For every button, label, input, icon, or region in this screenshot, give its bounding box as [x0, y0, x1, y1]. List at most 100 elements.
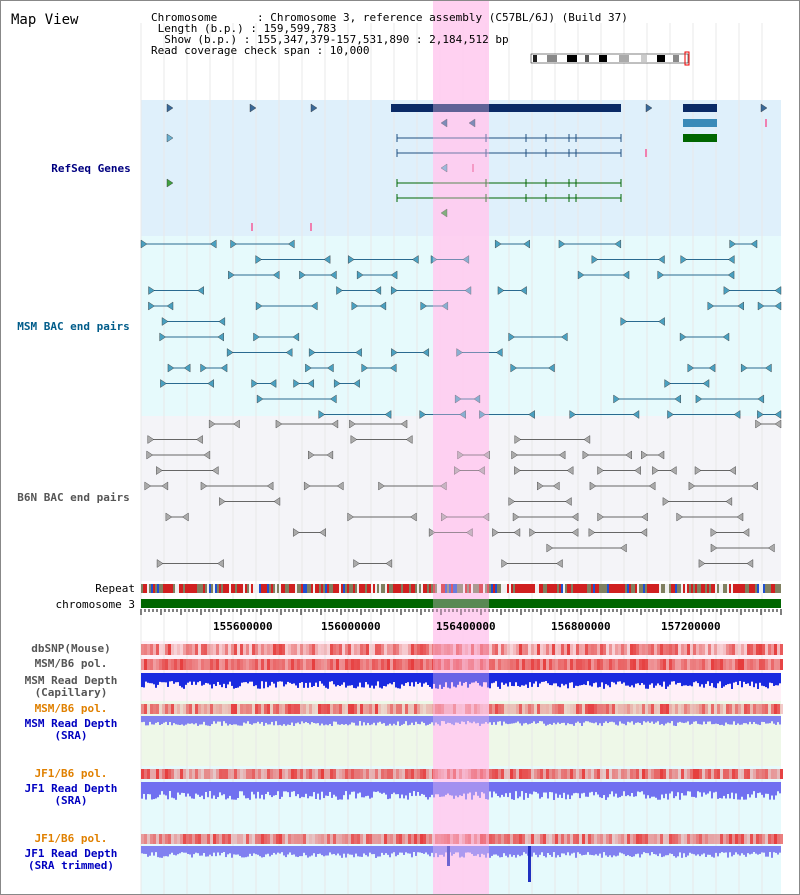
repeat-bar [215, 584, 217, 593]
heat-cell [285, 659, 288, 670]
depth-bar [303, 846, 305, 853]
heat-cell [594, 704, 597, 714]
repeat-bar [151, 584, 153, 593]
depth-bar [389, 846, 391, 858]
heat-cell [144, 704, 147, 714]
depth-bar [419, 673, 421, 683]
depth-bar [663, 782, 665, 799]
depth-bar [165, 716, 167, 722]
depth-bar [233, 782, 235, 800]
depth-bar [339, 846, 341, 856]
heat-cell [588, 644, 591, 655]
heat-cell [198, 834, 201, 844]
heat-cell [306, 769, 309, 779]
depth-bar [209, 846, 211, 855]
heat-cell [750, 769, 753, 779]
depth-bar [351, 782, 353, 792]
heat-cell [477, 659, 480, 670]
depth-bar [571, 673, 573, 683]
depth-bar [683, 782, 685, 796]
heat-cell [393, 659, 396, 670]
heat-cell [354, 644, 357, 655]
heat-cell [414, 834, 417, 844]
depth-bar [251, 782, 253, 792]
heat-cell [435, 644, 438, 655]
heat-cell [561, 769, 564, 779]
heat-cell [213, 769, 216, 779]
depth-bar [311, 673, 313, 688]
repeat-bar [675, 584, 677, 593]
vtrack-label-msm-depth-sra-sub: (SRA) [54, 729, 88, 742]
depth-bar [269, 782, 271, 796]
depth-bar [393, 782, 395, 793]
heat-cell [264, 769, 267, 779]
heat-cell [273, 769, 276, 779]
heat-cell [333, 659, 336, 670]
depth-bar [729, 782, 731, 799]
depth-bar [653, 782, 655, 797]
depth-bar [425, 673, 427, 683]
depth-bar [713, 846, 715, 858]
heat-cell [312, 644, 315, 655]
repeat-bar [773, 584, 775, 593]
depth-bar [435, 846, 437, 854]
heat-cell [408, 704, 411, 714]
heat-cell [579, 704, 582, 714]
depth-bar [215, 846, 217, 857]
depth-bar [311, 782, 313, 797]
heat-cell [342, 644, 345, 655]
heat-cell [255, 769, 258, 779]
depth-bar [727, 716, 729, 725]
heat-cell [255, 834, 258, 844]
depth-bar [329, 782, 331, 792]
depth-bar [163, 716, 165, 723]
heat-cell [183, 659, 186, 670]
depth-bar [477, 716, 479, 723]
heat-cell [582, 769, 585, 779]
depth-bar [763, 716, 765, 722]
depth-bar [183, 716, 185, 726]
depth-bar [581, 673, 583, 686]
depth-bar [451, 673, 453, 683]
depth-bar [259, 716, 261, 724]
depth-bar [767, 716, 769, 724]
heat-cell [267, 644, 270, 655]
heat-cell [759, 834, 762, 844]
heat-cell [249, 644, 252, 655]
depth-bar [253, 846, 255, 854]
heat-cell [708, 834, 711, 844]
depth-bar [441, 716, 443, 722]
heat-cell [150, 704, 153, 714]
heat-cell [270, 704, 273, 714]
heat-cell [780, 704, 783, 714]
heat-cell [207, 659, 210, 670]
depth-bar [595, 782, 597, 793]
heat-cell [687, 644, 690, 655]
heat-cell [312, 769, 315, 779]
repeat-bar [611, 584, 613, 593]
heat-cell [756, 659, 759, 670]
depth-bar [225, 846, 227, 858]
depth-bar [189, 673, 191, 682]
repeat-bar [515, 584, 517, 593]
depth-bar [489, 782, 491, 792]
depth-bar [335, 716, 337, 722]
heat-cell [393, 834, 396, 844]
feature-arrow [385, 559, 393, 568]
repeat-bar [463, 584, 465, 593]
depth-bar [277, 782, 279, 792]
depth-bar [449, 716, 451, 724]
heat-cell [600, 834, 603, 844]
heat-cell [300, 644, 303, 655]
depth-bar [245, 782, 247, 799]
depth-bar [497, 716, 499, 722]
depth-bar [645, 846, 647, 854]
depth-bar [169, 673, 171, 682]
heat-cell [594, 644, 597, 655]
heat-cell [252, 834, 255, 844]
repeat-bar [459, 584, 461, 593]
depth-bar [667, 673, 669, 687]
depth-bar [217, 716, 219, 722]
depth-bar [547, 716, 549, 725]
